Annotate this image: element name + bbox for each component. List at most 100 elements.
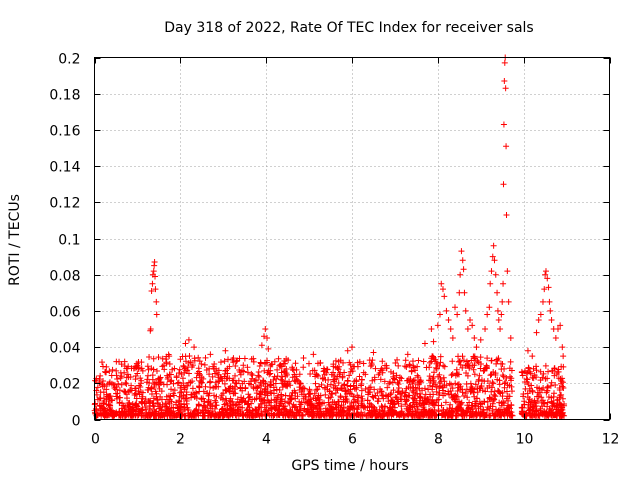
roti-point	[300, 355, 307, 362]
roti-point	[353, 377, 360, 384]
roti-point	[556, 387, 563, 394]
roti-point	[406, 402, 413, 409]
roti-point	[102, 368, 109, 375]
roti-point	[265, 345, 272, 352]
roti-point	[379, 367, 386, 374]
roti-point	[226, 363, 233, 370]
roti-point	[474, 389, 481, 396]
y-axis-label: ROTI / TECUs	[7, 194, 23, 286]
roti-point	[374, 398, 381, 405]
roti-point	[241, 355, 248, 362]
roti-point	[421, 385, 428, 392]
roti-point	[457, 400, 464, 407]
roti-point	[558, 412, 565, 419]
roti-point	[106, 397, 113, 404]
roti-point	[421, 340, 428, 347]
roti-point	[484, 404, 491, 411]
roti-point	[557, 401, 564, 408]
roti-point	[409, 387, 416, 394]
roti-point	[549, 367, 556, 374]
roti-point	[168, 386, 175, 393]
roti-point	[109, 366, 116, 373]
roti-point	[253, 407, 260, 414]
roti-point	[459, 364, 466, 371]
roti-point	[348, 404, 355, 411]
roti-point	[435, 396, 442, 403]
roti-point	[448, 412, 455, 419]
roti-point	[245, 400, 252, 407]
roti-point	[145, 366, 152, 373]
roti-point	[233, 358, 240, 365]
roti-point	[491, 388, 498, 395]
x-axis-label: GPS time / hours	[291, 458, 408, 474]
roti-point	[313, 371, 320, 378]
y-tick-label: 0.06	[49, 305, 80, 321]
roti-point	[148, 391, 155, 398]
roti-point	[535, 316, 542, 323]
roti-point	[235, 406, 242, 413]
roti-point	[454, 311, 461, 318]
roti-point	[132, 390, 139, 397]
roti-point	[287, 396, 294, 403]
roti-point	[548, 379, 555, 386]
roti-point	[284, 411, 291, 418]
roti-point	[292, 378, 299, 385]
roti-point	[519, 408, 526, 415]
roti-point	[168, 377, 175, 384]
roti-point	[402, 357, 409, 364]
roti-point	[417, 394, 424, 401]
roti-point	[135, 359, 142, 366]
roti-point	[454, 406, 461, 413]
roti-point	[420, 399, 427, 406]
roti-point	[98, 381, 105, 388]
roti-point	[410, 395, 417, 402]
roti-point	[554, 396, 561, 403]
roti-point	[436, 371, 443, 378]
roti-point	[220, 390, 227, 397]
roti-point	[542, 362, 549, 369]
roti-point	[492, 370, 499, 377]
roti-point	[191, 355, 198, 362]
roti-point	[416, 393, 423, 400]
roti-point	[494, 357, 501, 364]
roti-point	[353, 386, 360, 393]
roti-point	[500, 181, 507, 188]
roti-point	[467, 386, 474, 393]
roti-point	[193, 390, 200, 397]
roti-point	[314, 360, 321, 367]
roti-point	[476, 372, 483, 379]
roti-point	[264, 335, 271, 342]
roti-point	[285, 357, 292, 364]
roti-point	[488, 357, 495, 364]
roti-point	[487, 372, 494, 379]
roti-point	[398, 396, 405, 403]
roti-point	[182, 395, 189, 402]
roti-point	[252, 406, 259, 413]
roti-point	[369, 393, 376, 400]
x-tick-label: 8	[434, 432, 443, 448]
roti-point	[560, 353, 567, 360]
roti-point	[257, 390, 264, 397]
roti-point	[393, 394, 400, 401]
roti-point	[409, 358, 416, 365]
roti-point	[213, 402, 220, 409]
roti-point	[305, 360, 312, 367]
roti-point	[367, 363, 374, 370]
roti-point	[164, 376, 171, 383]
roti-point	[310, 404, 317, 411]
roti-point	[488, 384, 495, 391]
roti-point	[167, 378, 174, 385]
roti-point	[449, 335, 456, 342]
roti-point	[104, 407, 111, 414]
roti-point	[292, 360, 299, 367]
roti-point	[278, 409, 285, 416]
roti-point	[186, 412, 193, 419]
roti-point	[423, 396, 430, 403]
roti-point	[404, 351, 411, 358]
roti-point	[350, 382, 357, 389]
roti-point	[231, 390, 238, 397]
roti-point	[508, 383, 515, 390]
roti-point	[139, 393, 146, 400]
roti-point	[438, 402, 445, 409]
roti-point	[255, 372, 262, 379]
